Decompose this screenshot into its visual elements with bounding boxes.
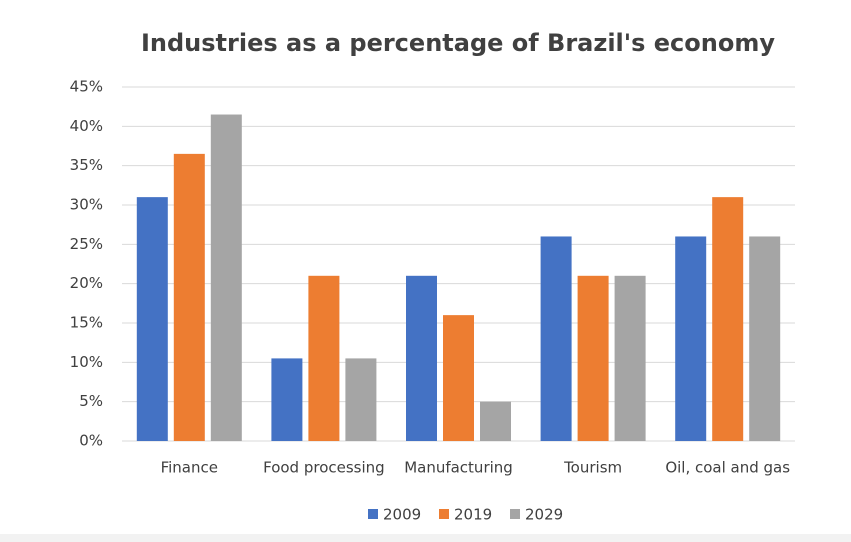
y-tick-label: 40% [70, 117, 103, 135]
legend-label: 2019 [454, 506, 492, 524]
bar [271, 358, 303, 441]
chart-title: Industries as a percentage of Brazil's e… [141, 29, 775, 57]
bar [675, 236, 707, 441]
x-tick-label: Oil, coal and gas [665, 459, 790, 477]
y-tick-label: 0% [79, 432, 103, 450]
y-tick-label: 25% [70, 235, 103, 253]
y-tick-label: 10% [70, 353, 103, 371]
bottom-strip [0, 534, 851, 542]
y-tick-label: 20% [70, 274, 103, 292]
bar [614, 275, 646, 441]
x-tick-label: Tourism [563, 459, 622, 477]
y-tick-label: 30% [70, 196, 103, 214]
bar [136, 197, 168, 441]
y-tick-label: 5% [79, 392, 103, 410]
x-tick-label: Manufacturing [404, 459, 513, 477]
bar [443, 315, 474, 441]
y-tick-label: 15% [70, 314, 103, 332]
legend-swatch [368, 509, 378, 519]
bar [712, 197, 744, 441]
x-tick-label: Finance [161, 459, 218, 477]
y-tick-label: 35% [70, 156, 103, 174]
bar [345, 358, 377, 441]
bar [480, 401, 511, 441]
x-tick-label: Food processing [263, 459, 385, 477]
bar [540, 236, 572, 441]
legend-label: 2029 [525, 506, 563, 524]
legend-swatch [510, 509, 520, 519]
bar [173, 153, 205, 441]
legend-swatch [439, 509, 449, 519]
bar [308, 275, 340, 441]
bar [210, 114, 242, 442]
bar [406, 275, 437, 441]
bar [749, 236, 781, 441]
bar [577, 275, 609, 441]
y-tick-label: 45% [70, 78, 103, 96]
legend-label: 2009 [383, 506, 421, 524]
